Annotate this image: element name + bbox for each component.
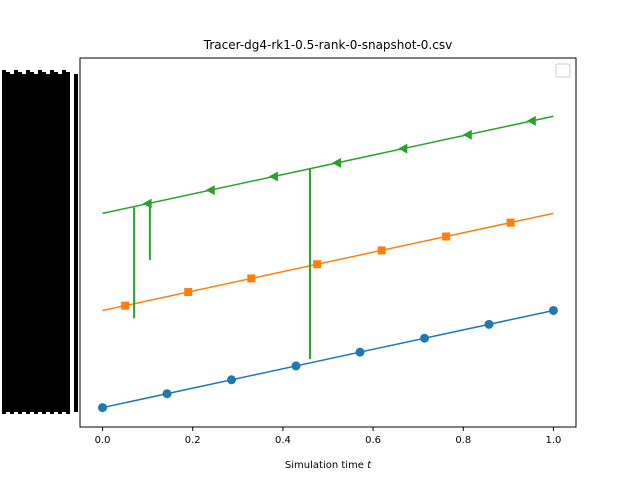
x-tick-label: 0.2: [185, 435, 201, 446]
series-2: [102, 115, 554, 360]
data-point: [462, 129, 472, 140]
series-0: [98, 305, 558, 413]
series-layer: [98, 115, 558, 413]
x-tick-label: 0.6: [365, 435, 381, 446]
x-axis-label: Simulation time t: [285, 460, 372, 471]
data-point: [548, 305, 558, 315]
y-tick-artifact-column: [34, 74, 38, 414]
data-point: [121, 301, 130, 310]
data-point: [291, 361, 301, 371]
x-tick-label: 0.8: [455, 435, 471, 446]
data-point: [419, 333, 429, 343]
y-tick-artifact-column: [14, 70, 18, 412]
y-tick-artifact-column: [58, 74, 62, 414]
data-point: [142, 198, 152, 209]
y-tick-artifact-column: [42, 72, 46, 414]
y-tick-artifact-band: [2, 286, 70, 300]
x-tick-label: 0.0: [95, 435, 111, 446]
y-tick-artifact-column: [6, 72, 10, 412]
series-1: [102, 212, 554, 312]
data-point: [205, 185, 215, 196]
data-point: [355, 347, 365, 357]
data-point: [313, 260, 322, 269]
y-tick-artifact-column: [38, 70, 42, 412]
y-tick-artifact-column: [50, 70, 54, 414]
y-tick-artifact-column: [62, 70, 66, 412]
data-point: [506, 218, 515, 227]
data-point: [247, 274, 256, 283]
y-tick-artifact-column: [30, 72, 34, 412]
chart-title: Tracer-dg4-rk1-0.5-rank-0-snapshot-0.csv: [203, 38, 452, 52]
y-tick-artifact-column: [66, 72, 70, 414]
legend-box: [555, 63, 571, 78]
plot-frame: [79, 57, 577, 428]
series-line: [102, 309, 554, 409]
data-point: [526, 115, 536, 126]
data-point: [227, 375, 237, 385]
data-point: [332, 157, 342, 168]
series-line: [102, 115, 554, 215]
y-tick-artifact-column: [26, 70, 30, 414]
x-tick-label: 1.0: [546, 435, 562, 446]
data-point: [398, 143, 408, 154]
y-tick-label-artifacts: [2, 70, 78, 414]
y-tick-artifact-column: [74, 74, 78, 412]
data-point: [268, 171, 278, 182]
data-point: [162, 389, 172, 399]
y-tick-artifact-column: [46, 74, 50, 412]
x-tick-label: 0.4: [275, 435, 291, 446]
data-point: [484, 319, 494, 329]
y-tick-artifact-column: [18, 72, 22, 414]
data-point: [377, 246, 386, 255]
y-tick-artifact-column: [2, 70, 6, 414]
x-axis-ticks: 0.0 0.2 0.4 0.6 0.8 1.0: [95, 427, 562, 446]
y-tick-artifact-column: [54, 72, 58, 412]
y-tick-artifact-column: [22, 74, 26, 412]
x-axis-label-variable: t: [367, 460, 372, 471]
series-line: [102, 212, 554, 312]
data-point: [442, 232, 451, 241]
data-point: [184, 288, 193, 297]
x-axis-label-text: Simulation time: [285, 460, 367, 471]
data-point: [98, 403, 108, 413]
y-tick-artifact-column: [10, 74, 14, 414]
